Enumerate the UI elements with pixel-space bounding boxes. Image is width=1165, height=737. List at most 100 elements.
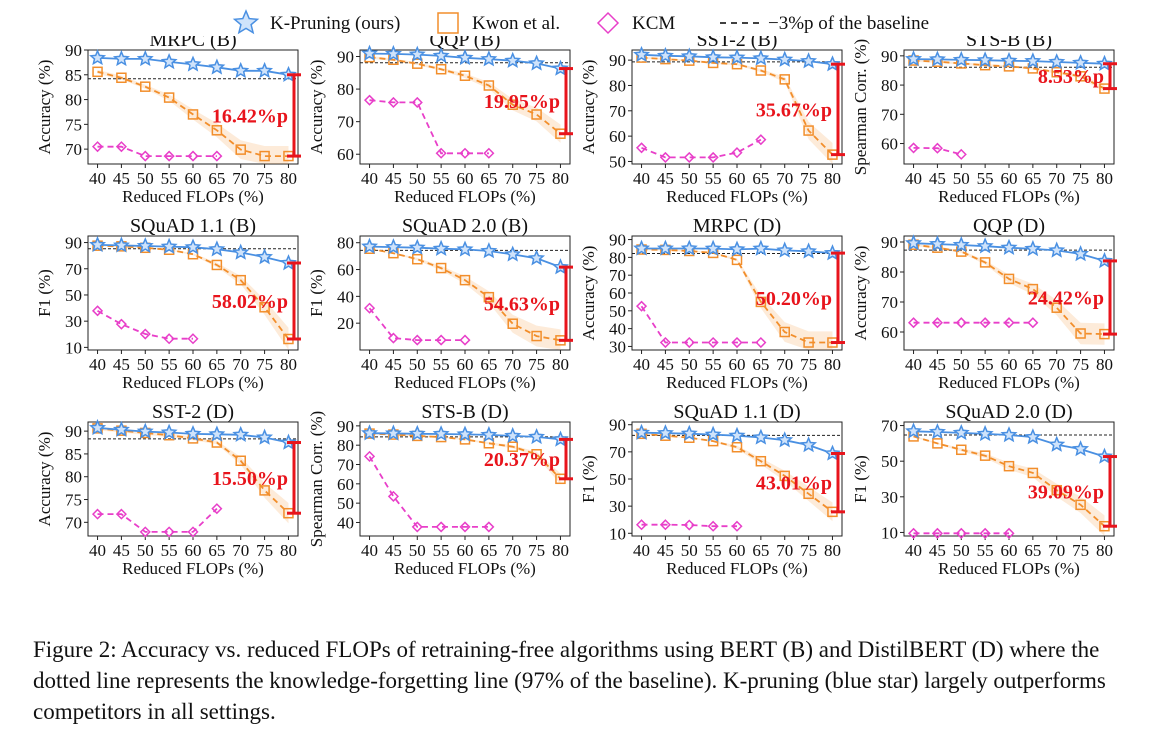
x-tick-label: 55 <box>161 355 178 374</box>
legend-label: KCM <box>632 13 675 34</box>
series-line-diamond <box>641 138 762 159</box>
series-line-diamond <box>641 523 737 528</box>
data-point-square <box>507 99 518 110</box>
x-tick-label: 75 <box>800 541 817 560</box>
y-tick-label: 10 <box>881 523 898 542</box>
data-point-star <box>1072 53 1090 71</box>
y-tick-label: 70 <box>881 105 898 124</box>
data-point-diamond <box>411 521 423 533</box>
x-tick-label: 45 <box>385 169 402 188</box>
data-point-star <box>456 240 474 257</box>
legend-star-icon <box>232 9 260 35</box>
data-point-star <box>752 428 770 445</box>
y-tick-label: 30 <box>609 497 626 516</box>
y-axis-label: F1 (%) <box>307 269 326 317</box>
chart-title: SQuAD 1.1 (D) <box>673 401 800 423</box>
y-tick-label: 85 <box>65 66 82 85</box>
data-point-square <box>92 66 103 78</box>
data-point-star <box>432 46 450 64</box>
series-line-square <box>641 56 834 156</box>
data-point-diamond <box>483 147 495 159</box>
y-tick-label: 40 <box>337 287 354 306</box>
x-tick-label: 50 <box>137 355 154 374</box>
gap-annotation: 35.67%p <box>756 99 832 121</box>
data-point-square <box>755 455 767 467</box>
y-tick-label: 30 <box>609 337 626 356</box>
data-point-star <box>728 48 746 65</box>
x-tick-label: 45 <box>657 541 674 560</box>
gap-annotation: 50.20%p <box>756 288 832 310</box>
data-point-diamond <box>387 332 399 344</box>
series-line-diamond <box>913 147 962 156</box>
data-point-star <box>504 426 522 444</box>
x-axis-label: Reduced FLOPs (%) <box>666 559 808 578</box>
data-point-star <box>432 239 450 256</box>
data-point-square <box>507 318 518 329</box>
data-point-star <box>776 50 794 67</box>
x-tick-label: 75 <box>1072 541 1089 560</box>
data-point-star <box>89 418 107 436</box>
data-point-diamond <box>211 150 223 162</box>
y-axis-label: Accuracy (%) <box>35 432 54 527</box>
chart-title: SQuAD 2.0 (B) <box>402 215 528 237</box>
x-tick-label: 45 <box>929 169 946 188</box>
figure-caption: Figure 2: Accuracy vs. reduced FLOPs of … <box>33 637 1106 724</box>
y-tick-label: 80 <box>337 436 354 455</box>
data-point-star <box>905 422 923 439</box>
data-point-diamond <box>1003 317 1015 329</box>
legend-item: Kwon et al. <box>437 12 560 34</box>
y-tick-label: 70 <box>881 417 898 436</box>
y-axis-label: Accuracy (%) <box>579 246 598 341</box>
data-point-star <box>976 424 994 442</box>
x-tick-label: 60 <box>1001 355 1018 374</box>
data-point-star <box>480 425 498 443</box>
x-tick-label: 50 <box>409 355 426 374</box>
legend-label: Kwon et al. <box>472 13 560 34</box>
y-axis-label: Spearman Corr. (%) <box>307 411 326 547</box>
data-point-star <box>361 424 379 441</box>
y-tick-label: 90 <box>609 416 626 435</box>
data-point-star <box>1024 239 1042 257</box>
data-point-diamond <box>683 336 695 349</box>
y-tick-label: 90 <box>609 51 626 70</box>
data-point-diamond <box>731 147 743 159</box>
x-tick-label: 45 <box>657 355 674 374</box>
chart-title: SST-2 (D) <box>152 401 234 423</box>
data-point-star <box>728 240 746 257</box>
y-tick-label: 30 <box>65 312 82 331</box>
x-axis-label: Reduced FLOPs (%) <box>394 187 536 206</box>
chart-panel: SQuAD 1.1 (B) 10 30 50 70 90 40 45 50 55 60 65 70 75 8… <box>35 215 301 392</box>
data-point-square <box>235 144 246 155</box>
series-line-diamond <box>640 305 761 344</box>
data-point-square <box>531 449 542 460</box>
y-tick-label: 10 <box>65 338 82 357</box>
data-point-diamond <box>659 151 671 163</box>
data-point-star <box>184 55 202 72</box>
y-tick-label: 80 <box>881 263 898 282</box>
data-point-star <box>408 45 426 62</box>
data-point-star <box>504 51 522 68</box>
y-tick-label: 80 <box>609 76 626 95</box>
data-point-star <box>232 61 250 79</box>
series-line-diamond <box>368 455 489 528</box>
y-tick-label: 60 <box>337 145 354 164</box>
data-point-star <box>504 245 522 262</box>
legend-svg: K-Pruning (ours) Kwon et al. KCM −3%p of th… <box>232 9 929 35</box>
data-point-diamond <box>363 94 376 106</box>
x-tick-label: 65 <box>208 169 225 188</box>
data-point-star <box>680 424 698 441</box>
data-point-diamond <box>91 141 104 153</box>
data-point-star <box>136 49 154 67</box>
x-tick-label: 80 <box>824 541 841 560</box>
legend-item: −3%p of the baseline <box>720 13 929 34</box>
data-point-square <box>755 65 767 76</box>
series-line-square <box>641 248 833 344</box>
data-point-square <box>979 450 991 461</box>
series-line-diamond <box>369 99 489 155</box>
data-point-star <box>905 234 923 251</box>
data-point-diamond <box>459 147 471 159</box>
y-tick-label: 90 <box>65 41 82 60</box>
y-tick-label: 70 <box>65 513 82 532</box>
